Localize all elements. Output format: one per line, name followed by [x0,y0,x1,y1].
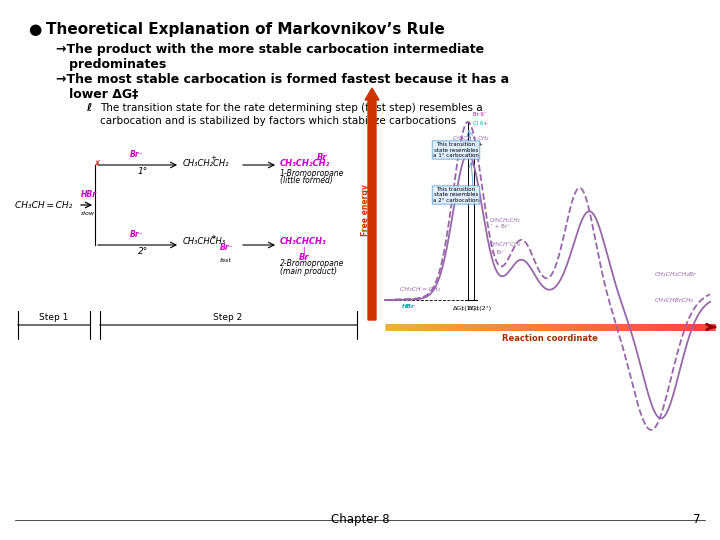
Text: CH₃CHCH₃: CH₃CHCH₃ [183,238,226,246]
Text: ●: ● [28,22,41,37]
Text: ℓ: ℓ [86,103,91,113]
Text: ΔG‡(1°): ΔG‡(1°) [453,306,477,311]
Text: HBr: HBr [402,304,415,309]
Text: + Br⁻: + Br⁻ [490,249,505,254]
Text: carbocation and is stabilized by factors which stabilize carbocations: carbocation and is stabilized by factors… [100,116,456,126]
Text: (little formed): (little formed) [280,176,333,185]
Text: CH₃CHCH₃: CH₃CHCH₃ [280,238,327,246]
Text: ⁺ + Br⁻: ⁺ + Br⁻ [490,225,510,230]
Text: lower ΔG‡: lower ΔG‡ [56,88,138,101]
Text: Cl δ+: Cl δ+ [473,121,488,126]
Text: This transition
state resembles
a 1° carbocation: This transition state resembles a 1° car… [433,141,479,158]
Text: →The most stable carbocation is formed fastest because it has a: →The most stable carbocation is formed f… [56,73,509,86]
Text: Free energy: Free energy [361,184,371,236]
Text: +: + [210,155,216,161]
Text: CH₃CH⁺CH₃: CH₃CH⁺CH₃ [490,242,521,247]
Text: CH₃CH = CH₂: CH₃CH = CH₂ [453,136,488,141]
Text: Reaction coordinate: Reaction coordinate [502,334,598,343]
Text: Step 2: Step 2 [213,313,243,322]
Text: Chapter 8: Chapter 8 [330,513,390,526]
Text: 2-Bromopropane: 2-Bromopropane [280,260,344,268]
Text: CH₃CH₂CH₂: CH₃CH₂CH₂ [490,218,521,222]
Text: 2°: 2° [138,247,148,256]
Text: Br⁻: Br⁻ [130,230,143,239]
Text: Br δ⁻: Br δ⁻ [473,112,487,117]
Text: Theoretical Explanation of Markovnikov’s Rule: Theoretical Explanation of Markovnikov’s… [46,22,445,37]
Text: |: | [302,246,305,253]
Text: CH₃CH₂CH₂Br: CH₃CH₂CH₂Br [655,273,697,278]
Text: δ+: δ+ [476,142,484,147]
Text: ✗: ✗ [93,159,100,167]
Text: fast: fast [220,258,232,263]
Text: slow: slow [81,211,95,216]
Text: 7: 7 [693,513,700,526]
Text: Br⁻: Br⁻ [220,243,233,252]
Text: The transition state for the rate determining step (first step) resembles a: The transition state for the rate determ… [100,103,482,113]
Text: (main product): (main product) [280,267,337,275]
Text: →The product with the more stable carbocation intermediate: →The product with the more stable carboc… [56,43,484,56]
Text: HBr: HBr [81,190,97,199]
Text: +: + [405,297,410,302]
Text: 1-Bromopropane: 1-Bromopropane [280,168,344,178]
Text: CH₃CH₂CH₂: CH₃CH₂CH₂ [280,159,330,167]
Text: CH₃CHBrCH₃: CH₃CHBrCH₃ [655,298,694,302]
Text: CH₃CH = CH₂: CH₃CH = CH₂ [15,200,72,210]
Text: CH₃CH₂CH₂: CH₃CH₂CH₂ [183,159,230,167]
FancyArrow shape [365,88,379,320]
Text: Step 1: Step 1 [40,313,68,322]
Text: This transition
state resembles
a 2° carbocation: This transition state resembles a 2° car… [433,187,479,203]
Text: +: + [210,234,216,240]
Text: 1°: 1° [138,167,148,177]
Text: Br: Br [299,253,310,261]
Text: CH₃CH = CH₂: CH₃CH = CH₂ [400,287,440,292]
Text: Br: Br [317,153,328,163]
Text: predominates: predominates [56,58,166,71]
Text: ΔG‡(2°): ΔG‡(2°) [468,306,492,311]
Text: Br⁻: Br⁻ [130,150,143,159]
